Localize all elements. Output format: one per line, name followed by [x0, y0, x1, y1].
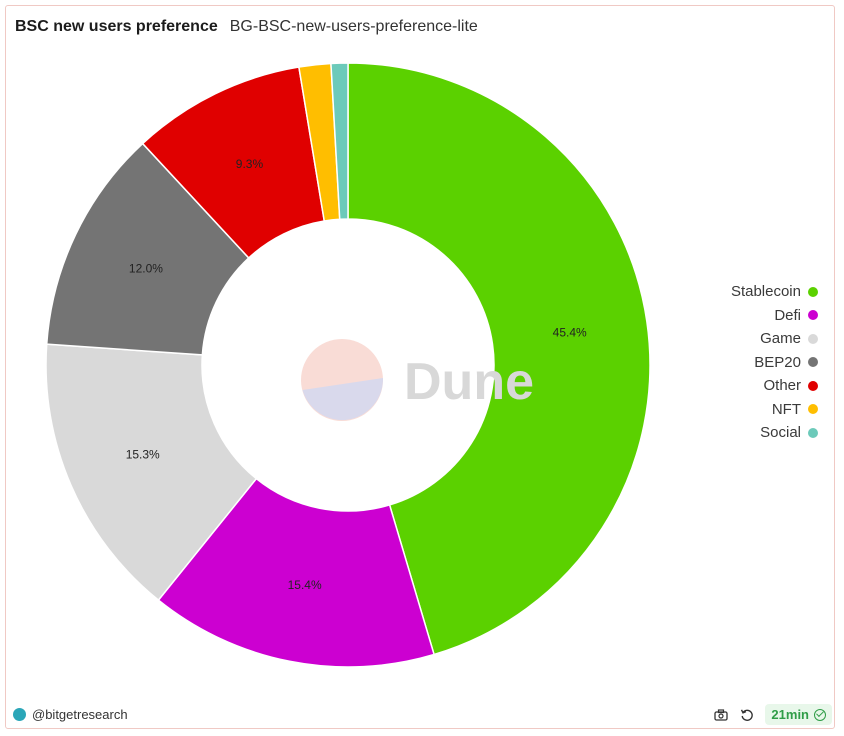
chart-legend: Stablecoin Defi Game BEP20 Other NFT Social — [731, 280, 818, 445]
legend-swatch — [808, 427, 818, 438]
legend-swatch — [808, 404, 818, 415]
slice-social[interactable] — [330, 62, 349, 221]
legend-label: Other — [763, 377, 801, 395]
legend-label: NFT — [771, 400, 801, 418]
refresh-icon[interactable] — [739, 707, 755, 723]
legend-swatch — [808, 333, 818, 344]
camera-icon[interactable] — [713, 707, 729, 723]
dune-watermark-text: Dune — [404, 353, 534, 411]
footer-actions: 21min — [713, 704, 832, 725]
legend-label: Social — [760, 424, 801, 442]
author-info[interactable]: @bitgetresearch — [13, 707, 128, 722]
slice-label-stablecoin: 45.4% — [553, 326, 587, 340]
author-avatar — [13, 708, 26, 721]
query-name[interactable]: BG-BSC-new-users-preference-lite — [229, 18, 478, 35]
slice-label-game: 15.3% — [126, 448, 160, 462]
slice-defi[interactable] — [157, 477, 436, 668]
legend-label: BEP20 — [754, 353, 801, 371]
slice-bep20[interactable] — [45, 142, 250, 356]
slice-label-defi: 15.4% — [288, 578, 322, 592]
dune-logo-bottom-icon — [302, 378, 384, 421]
dune-watermark: Dune — [301, 339, 534, 421]
chart-title: BSC new users preference — [15, 18, 218, 35]
legend-swatch — [808, 380, 818, 391]
chart-header: BSC new users preference BG-BSC-new-user… — [15, 18, 478, 40]
legend-label: Stablecoin — [730, 283, 801, 301]
donut-slices — [45, 62, 651, 668]
slice-stablecoin[interactable] — [347, 62, 651, 656]
slice-game[interactable] — [45, 343, 258, 602]
legend-item-other[interactable]: Other — [731, 374, 818, 398]
legend-item-nft[interactable]: NFT — [731, 398, 818, 422]
legend-item-stablecoin[interactable]: Stablecoin — [731, 280, 818, 304]
refresh-age: 21min — [771, 707, 809, 722]
check-icon — [814, 708, 826, 721]
legend-swatch — [808, 310, 818, 321]
refresh-age-badge[interactable]: 21min — [765, 704, 832, 725]
legend-item-social[interactable]: Social — [731, 421, 818, 445]
legend-item-defi[interactable]: Defi — [731, 304, 818, 328]
slice-labels: 45.4% 15.4% 15.3% 12.0% 9.3% — [126, 157, 587, 592]
author-name: @bitgetresearch — [32, 707, 128, 722]
slice-label-other: 9.3% — [236, 157, 264, 171]
legend-swatch — [808, 357, 818, 368]
slice-label-bep20: 12.0% — [129, 261, 163, 275]
legend-label: Game — [760, 330, 801, 348]
legend-item-game[interactable]: Game — [731, 327, 818, 351]
legend-label: Defi — [774, 306, 801, 324]
legend-item-bep20[interactable]: BEP20 — [731, 351, 818, 375]
legend-swatch — [808, 286, 818, 297]
